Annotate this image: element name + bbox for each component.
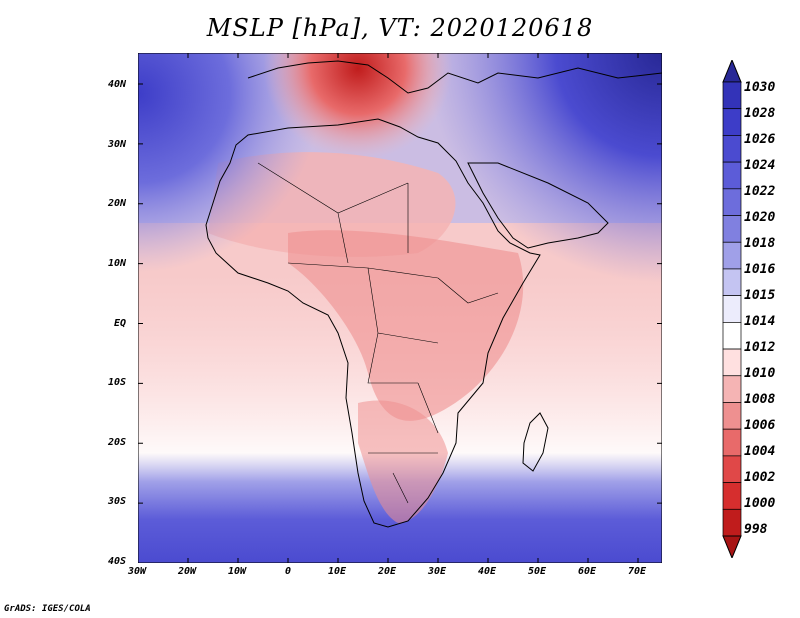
colorbar-top-arrow	[722, 60, 742, 83]
lon-label: 0	[285, 566, 292, 577]
lon-label: 70E	[628, 566, 647, 577]
mslp-map	[138, 53, 662, 563]
lat-label: EQ	[114, 318, 127, 329]
colorbar-label: 1010	[744, 366, 776, 381]
colorbar-swatch	[722, 348, 742, 377]
colorbar-label: 1008	[744, 392, 776, 407]
colorbar-label: 1000	[744, 496, 776, 511]
field-southern-africa-low	[358, 400, 448, 523]
colorbar-label: 1028	[744, 106, 776, 121]
colorbar-swatch	[722, 108, 742, 136]
colorbar-swatch	[722, 81, 742, 110]
colorbar-swatch	[722, 188, 742, 216]
lat-label: 20N	[108, 198, 127, 209]
colorbar-swatch	[722, 375, 742, 403]
colorbar-label: 1020	[744, 210, 776, 225]
coastline-arabia	[467, 162, 609, 249]
lon-label: 20E	[378, 566, 397, 577]
colorbar-swatch	[722, 482, 742, 510]
lon-label: 60E	[578, 566, 597, 577]
colorbar-label: 1014	[744, 314, 776, 329]
colorbar-swatch	[722, 295, 742, 323]
colorbar-label: 1012	[744, 340, 776, 355]
colorbar-swatch	[722, 455, 742, 483]
colorbar-swatch	[722, 508, 742, 537]
colorbar-swatch	[722, 241, 742, 270]
lat-label: 30N	[108, 139, 127, 150]
field-central-africa-low	[288, 230, 524, 421]
colorbar	[722, 60, 742, 558]
coastline-europe	[247, 60, 662, 94]
colorbar-bottom-arrow	[722, 535, 742, 558]
axis-ticks	[138, 53, 662, 563]
lon-label: 30W	[128, 566, 147, 577]
lon-label: 50E	[528, 566, 547, 577]
colorbar-label: 1002	[744, 470, 776, 485]
coastline-africa	[205, 118, 541, 528]
lon-label: 40E	[478, 566, 497, 577]
colorbar-swatch	[722, 268, 742, 296]
colorbar-swatch	[722, 402, 742, 430]
colorbar-label: 1004	[744, 444, 776, 459]
borders	[257, 162, 499, 504]
credit-text: GrADS: IGES/COLA	[4, 604, 91, 614]
lon-label: 10E	[328, 566, 347, 577]
lat-label: 10N	[108, 258, 127, 269]
lon-label: 30E	[428, 566, 447, 577]
colorbar-swatch	[722, 135, 742, 163]
colorbar-label: 1022	[744, 184, 776, 199]
lat-label: 40S	[108, 556, 127, 567]
colorbar-label: 1006	[744, 418, 776, 433]
colorbar-swatch	[722, 322, 742, 350]
colorbar-label: 1016	[744, 262, 776, 277]
lat-label: 20S	[108, 437, 127, 448]
colorbar-label: 1015	[744, 288, 776, 303]
colorbar-swatch	[722, 428, 742, 457]
colorbar-label: 1024	[744, 158, 776, 173]
lon-label: 10W	[228, 566, 247, 577]
lat-label: 40N	[108, 79, 127, 90]
colorbar-label: 1026	[744, 132, 776, 147]
lat-label: 10S	[108, 377, 127, 388]
lat-label: 30S	[108, 496, 127, 507]
lon-label: 20W	[178, 566, 197, 577]
colorbar-label: 998	[744, 522, 768, 537]
colorbar-swatch	[722, 161, 742, 190]
map-title: MSLP [hPa], VT: 2020120618	[206, 14, 594, 42]
coastline-madagascar	[522, 412, 549, 472]
colorbar-label: 1030	[744, 80, 776, 95]
colorbar-swatch	[722, 215, 742, 243]
colorbar-label: 1018	[744, 236, 776, 251]
